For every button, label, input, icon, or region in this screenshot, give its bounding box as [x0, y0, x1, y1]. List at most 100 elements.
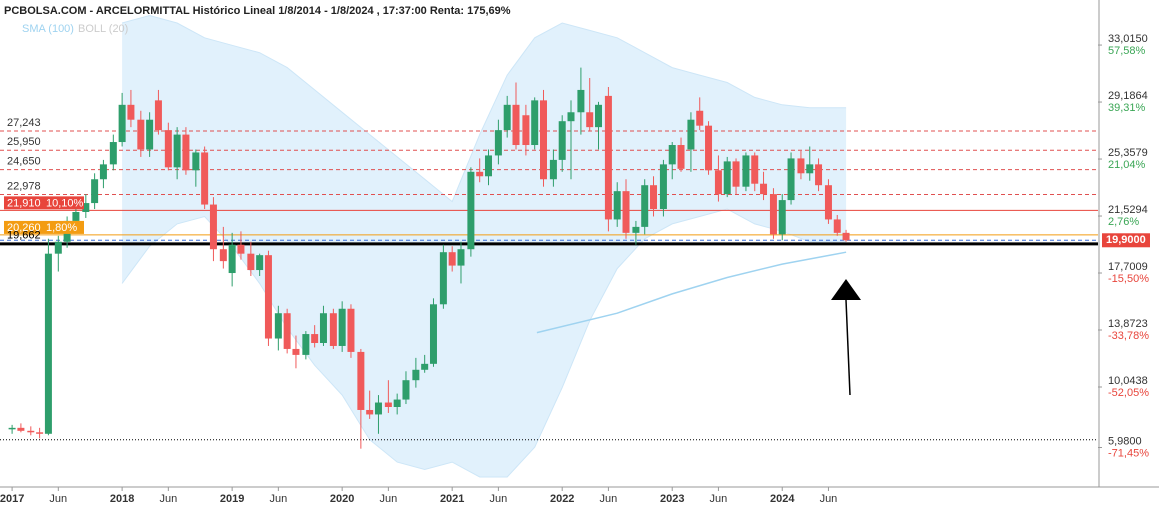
candle-body [604, 95, 612, 220]
x-tick-label: Jun [49, 493, 67, 505]
candle-body [439, 252, 447, 305]
y-tick-label: 29,1864 [1108, 90, 1148, 102]
candle-body [842, 232, 850, 241]
y2-tick-label: -33,78% [1108, 330, 1149, 342]
candle-body [118, 104, 126, 143]
candle-body [641, 185, 649, 227]
x-tick-label: 2018 [110, 493, 134, 505]
candle-body [714, 170, 722, 195]
level-pct-label: 10,10% [46, 197, 84, 209]
y2-tick-label: -52,05% [1108, 387, 1149, 399]
x-tick-label: 2017 [0, 493, 24, 505]
candle-body [357, 351, 365, 410]
candle-body [613, 191, 621, 220]
legend-entry: SMA (100) [22, 23, 74, 35]
y2-tick-label: 2,76% [1108, 216, 1139, 228]
candle-body [338, 308, 346, 346]
candle-body [622, 191, 630, 233]
candle-body [237, 244, 245, 254]
candle-body [751, 155, 759, 184]
x-tick-label: 2021 [440, 493, 464, 505]
candle-body [274, 313, 282, 339]
candle-body [539, 100, 547, 180]
candle-body [192, 152, 200, 171]
level-label: 27,243 [7, 117, 41, 129]
candle-body [82, 203, 90, 212]
candle-body [577, 89, 585, 113]
candle-body [567, 112, 575, 122]
x-tick-label: Jun [159, 493, 177, 505]
candle-body [512, 104, 520, 146]
candle-body [329, 313, 337, 346]
candle-body [264, 255, 272, 339]
level-pct-label: 1,80% [46, 222, 77, 234]
candle-body [311, 334, 319, 343]
candle-body [137, 119, 145, 150]
y-tick-label: 25,3579 [1108, 147, 1148, 159]
candle-body [27, 430, 35, 433]
y2-tick-label: 57,58% [1108, 45, 1146, 57]
candle-body [164, 130, 172, 168]
candle-body [173, 134, 181, 168]
y-tick-label: 13,8723 [1108, 318, 1148, 330]
candle-body [705, 125, 713, 171]
candle-body [797, 158, 805, 174]
candle-body [484, 155, 492, 177]
y2-tick-label: 21,04% [1108, 159, 1146, 171]
candle-body [283, 313, 291, 349]
y-tick-label: 10,0438 [1108, 375, 1148, 387]
level-label: 19,662 [7, 230, 41, 242]
annotation-layer: 27,243 25,950 24,650 22,978 21,910 10,10% 20,2… [4, 117, 84, 242]
last-price-box [1102, 233, 1150, 248]
x-tick-label: Jun [490, 493, 508, 505]
candle-body [44, 253, 52, 434]
candle-body [476, 171, 484, 177]
x-tick-label: 2019 [220, 493, 244, 505]
level-label-box [4, 196, 84, 210]
x-tick-label: Jun [379, 493, 397, 505]
candle-body [668, 145, 676, 165]
candle-body [659, 164, 667, 210]
candle-body [374, 402, 382, 415]
x-tick-label: 2020 [330, 493, 354, 505]
candle-body [732, 161, 740, 187]
candle-body [650, 185, 658, 210]
bollinger-upper [121, 14, 847, 203]
candle-body [467, 171, 475, 250]
candle-body [586, 112, 594, 128]
y2-tick-label: -71,45% [1108, 447, 1149, 459]
candle-body [522, 115, 530, 146]
candle-body [347, 308, 355, 352]
candle-body [109, 142, 117, 165]
candle-body [247, 253, 255, 271]
y-tick-label: 21,5294 [1108, 204, 1148, 216]
candle-body [531, 100, 539, 146]
candle-body [760, 183, 768, 195]
candle-body [72, 211, 80, 221]
y-tick-label: 33,0150 [1108, 33, 1148, 45]
candle-body [787, 158, 795, 201]
candle-body [54, 241, 62, 254]
candle-body [815, 164, 823, 186]
candle-body [292, 348, 300, 355]
candle-body [677, 145, 685, 169]
level-label: 22,978 [7, 180, 41, 192]
y-tick-label: 17,7009 [1108, 261, 1148, 273]
candle-body [412, 369, 420, 381]
y-tick-label: 5,9800 [1108, 435, 1142, 447]
candle-body [742, 155, 750, 187]
level-label: 24,650 [7, 155, 41, 167]
candle-body [209, 204, 217, 250]
x-tick-label: 2024 [770, 493, 795, 505]
candle-body [778, 200, 786, 235]
candle-body [201, 152, 209, 205]
x-tick-label: 2022 [550, 493, 574, 505]
candle-body [256, 255, 264, 271]
candle-body [146, 119, 154, 150]
candle-body [421, 363, 429, 370]
candle-body [228, 244, 236, 274]
candle-body [769, 194, 777, 235]
candle-body [91, 179, 99, 204]
level-label: 25,950 [7, 136, 41, 148]
